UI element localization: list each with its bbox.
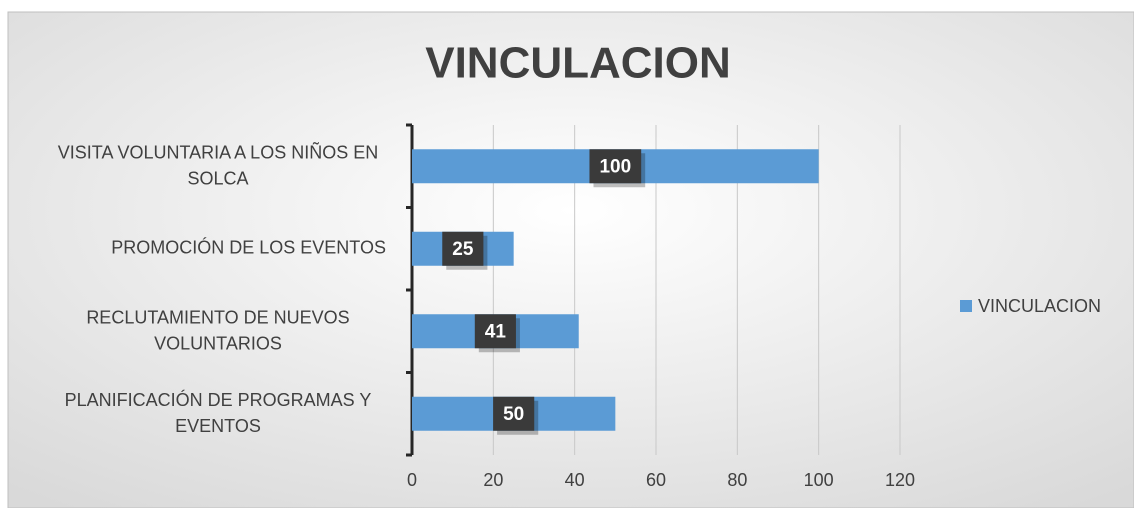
chart-title: VINCULACION [425,39,731,88]
x-tick-label: 40 [565,470,585,490]
data-label: 25 [452,239,474,260]
y-tick-label: RECLUTAMIENTO DE NUEVOS VOLUNTARIOS [86,307,349,353]
x-tick-label: 80 [727,470,747,490]
data-label-box [442,231,484,266]
x-tick-label: 0 [407,470,417,490]
data-label-box [474,314,516,349]
x-tick-label: 60 [646,470,666,490]
y-tick-label: PROMOCIÓN DE LOS EVENTOS [111,237,386,258]
legend-swatch [960,300,972,312]
x-tick-label: 120 [885,470,915,490]
data-label-box [493,396,535,431]
y-tick-label: PLANIFICACIÓN DE PROGRAMAS Y EVENTOS [65,389,372,436]
data-label: 100 [599,156,631,177]
data-label: 41 [485,321,507,342]
data-label: 50 [503,404,524,425]
legend-label: VINCULACION [978,296,1101,316]
x-tick-label: 100 [804,470,834,490]
x-tick-label: 20 [483,470,503,490]
y-tick-label: VISITA VOLUNTARIA A LOS NIÑOS EN SOLCA [58,141,378,188]
data-label-box [589,149,642,184]
